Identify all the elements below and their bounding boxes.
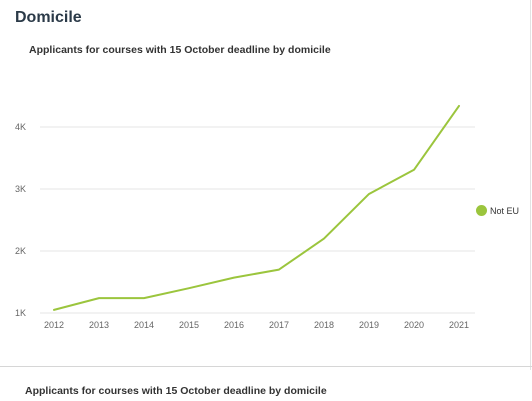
y-axis-ticks: 1K 2K 3K 4K <box>15 122 26 318</box>
x-tick-label: 2021 <box>449 320 469 330</box>
x-tick-label: 2019 <box>359 320 379 330</box>
x-tick-label: 2016 <box>224 320 244 330</box>
x-tick-label: 2018 <box>314 320 334 330</box>
x-tick-label: 2017 <box>269 320 289 330</box>
y-tick-label: 4K <box>15 122 26 132</box>
y-tick-label: 3K <box>15 184 26 194</box>
second-chart-title: Applicants for courses with 15 October d… <box>25 385 327 397</box>
gridlines <box>40 126 475 314</box>
x-tick-label: 2020 <box>404 320 424 330</box>
chart-title: Applicants for courses with 15 October d… <box>29 44 331 56</box>
x-tick-label: 2015 <box>179 320 199 330</box>
legend-label: Not EU <box>490 205 520 216</box>
x-axis-ticks: 2012 2013 2014 2015 2016 2017 2018 2019 2020 2021 <box>44 320 469 330</box>
y-tick-label: 1K <box>15 308 26 318</box>
section-divider <box>0 366 532 367</box>
legend-item-not-eu[interactable]: Not EU <box>476 205 519 216</box>
x-tick-label: 2012 <box>44 320 64 330</box>
series-layer <box>53 104 460 311</box>
series-line-0 <box>53 104 460 311</box>
section-title: Domicile <box>15 9 82 26</box>
legend-marker <box>476 205 487 216</box>
panel-border <box>530 0 531 370</box>
y-tick-label: 2K <box>15 246 26 256</box>
x-tick-label: 2013 <box>89 320 109 330</box>
x-tick-label: 2014 <box>134 320 154 330</box>
